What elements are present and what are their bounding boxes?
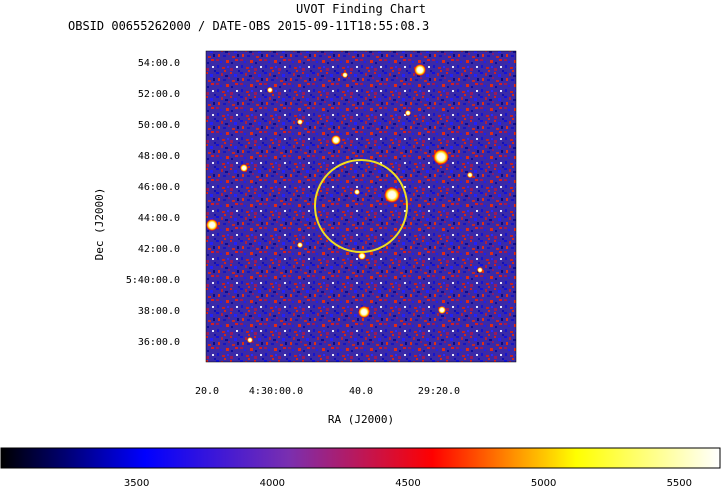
- star: [438, 306, 446, 314]
- chart-subtitle: OBSID 00655262000 / DATE-OBS 2015-09-11T…: [68, 19, 430, 33]
- colorbar-tick-label: 4500: [395, 478, 420, 489]
- x-tick-label: 4:30:00.0: [249, 386, 303, 397]
- y-tick-label: 44:00.0: [138, 213, 180, 224]
- colorbar-tick-label: 4000: [260, 478, 285, 489]
- colorbar-tick-label: 5500: [667, 478, 692, 489]
- y-tick-label: 42:00.0: [138, 244, 180, 255]
- y-tick-label: 5:40:00.0: [126, 275, 180, 286]
- star: [467, 172, 473, 178]
- finding-chart: 54:00.0 52:00.0 50:00.0 48:00.0 46:00.0 44:00…: [93, 50, 517, 426]
- chart-title: UVOT Finding Chart: [295, 2, 427, 16]
- y-axis-label: Dec (J2000): [93, 188, 106, 261]
- star: [206, 219, 218, 231]
- star: [358, 252, 366, 260]
- star: [331, 135, 341, 145]
- x-axis-label: RA (J2000): [328, 413, 394, 426]
- colorbar-tick-label: 5000: [531, 478, 556, 489]
- star: [354, 189, 360, 195]
- star: [414, 64, 426, 76]
- y-tick-label: 50:00.0: [138, 120, 180, 131]
- y-tick-label: 52:00.0: [138, 89, 180, 100]
- stars: [206, 64, 483, 343]
- y-tick-label: 38:00.0: [138, 306, 180, 317]
- star: [384, 187, 400, 203]
- star: [433, 149, 449, 165]
- colorbar-tick-label: 3500: [124, 478, 149, 489]
- star: [297, 242, 303, 248]
- colorbar: 3500 4000 4500 5000 5500: [0, 447, 722, 489]
- target-circle: [314, 159, 408, 253]
- star: [342, 72, 348, 78]
- star: [297, 119, 303, 125]
- x-tick-label: 40.0: [349, 386, 373, 397]
- y-tick-label: 54:00.0: [138, 58, 180, 69]
- star: [247, 337, 253, 343]
- x-tick-label: 29:20.0: [418, 386, 460, 397]
- star: [405, 110, 411, 116]
- star: [267, 87, 273, 93]
- y-tick-label: 36:00.0: [138, 337, 180, 348]
- y-tick-label: 46:00.0: [138, 182, 180, 193]
- star: [477, 267, 483, 273]
- x-tick-label: 20.0: [195, 386, 219, 397]
- star: [240, 164, 248, 172]
- colorbar-gradient: [0, 447, 721, 469]
- y-tick-label: 48:00.0: [138, 151, 180, 162]
- star: [358, 306, 370, 318]
